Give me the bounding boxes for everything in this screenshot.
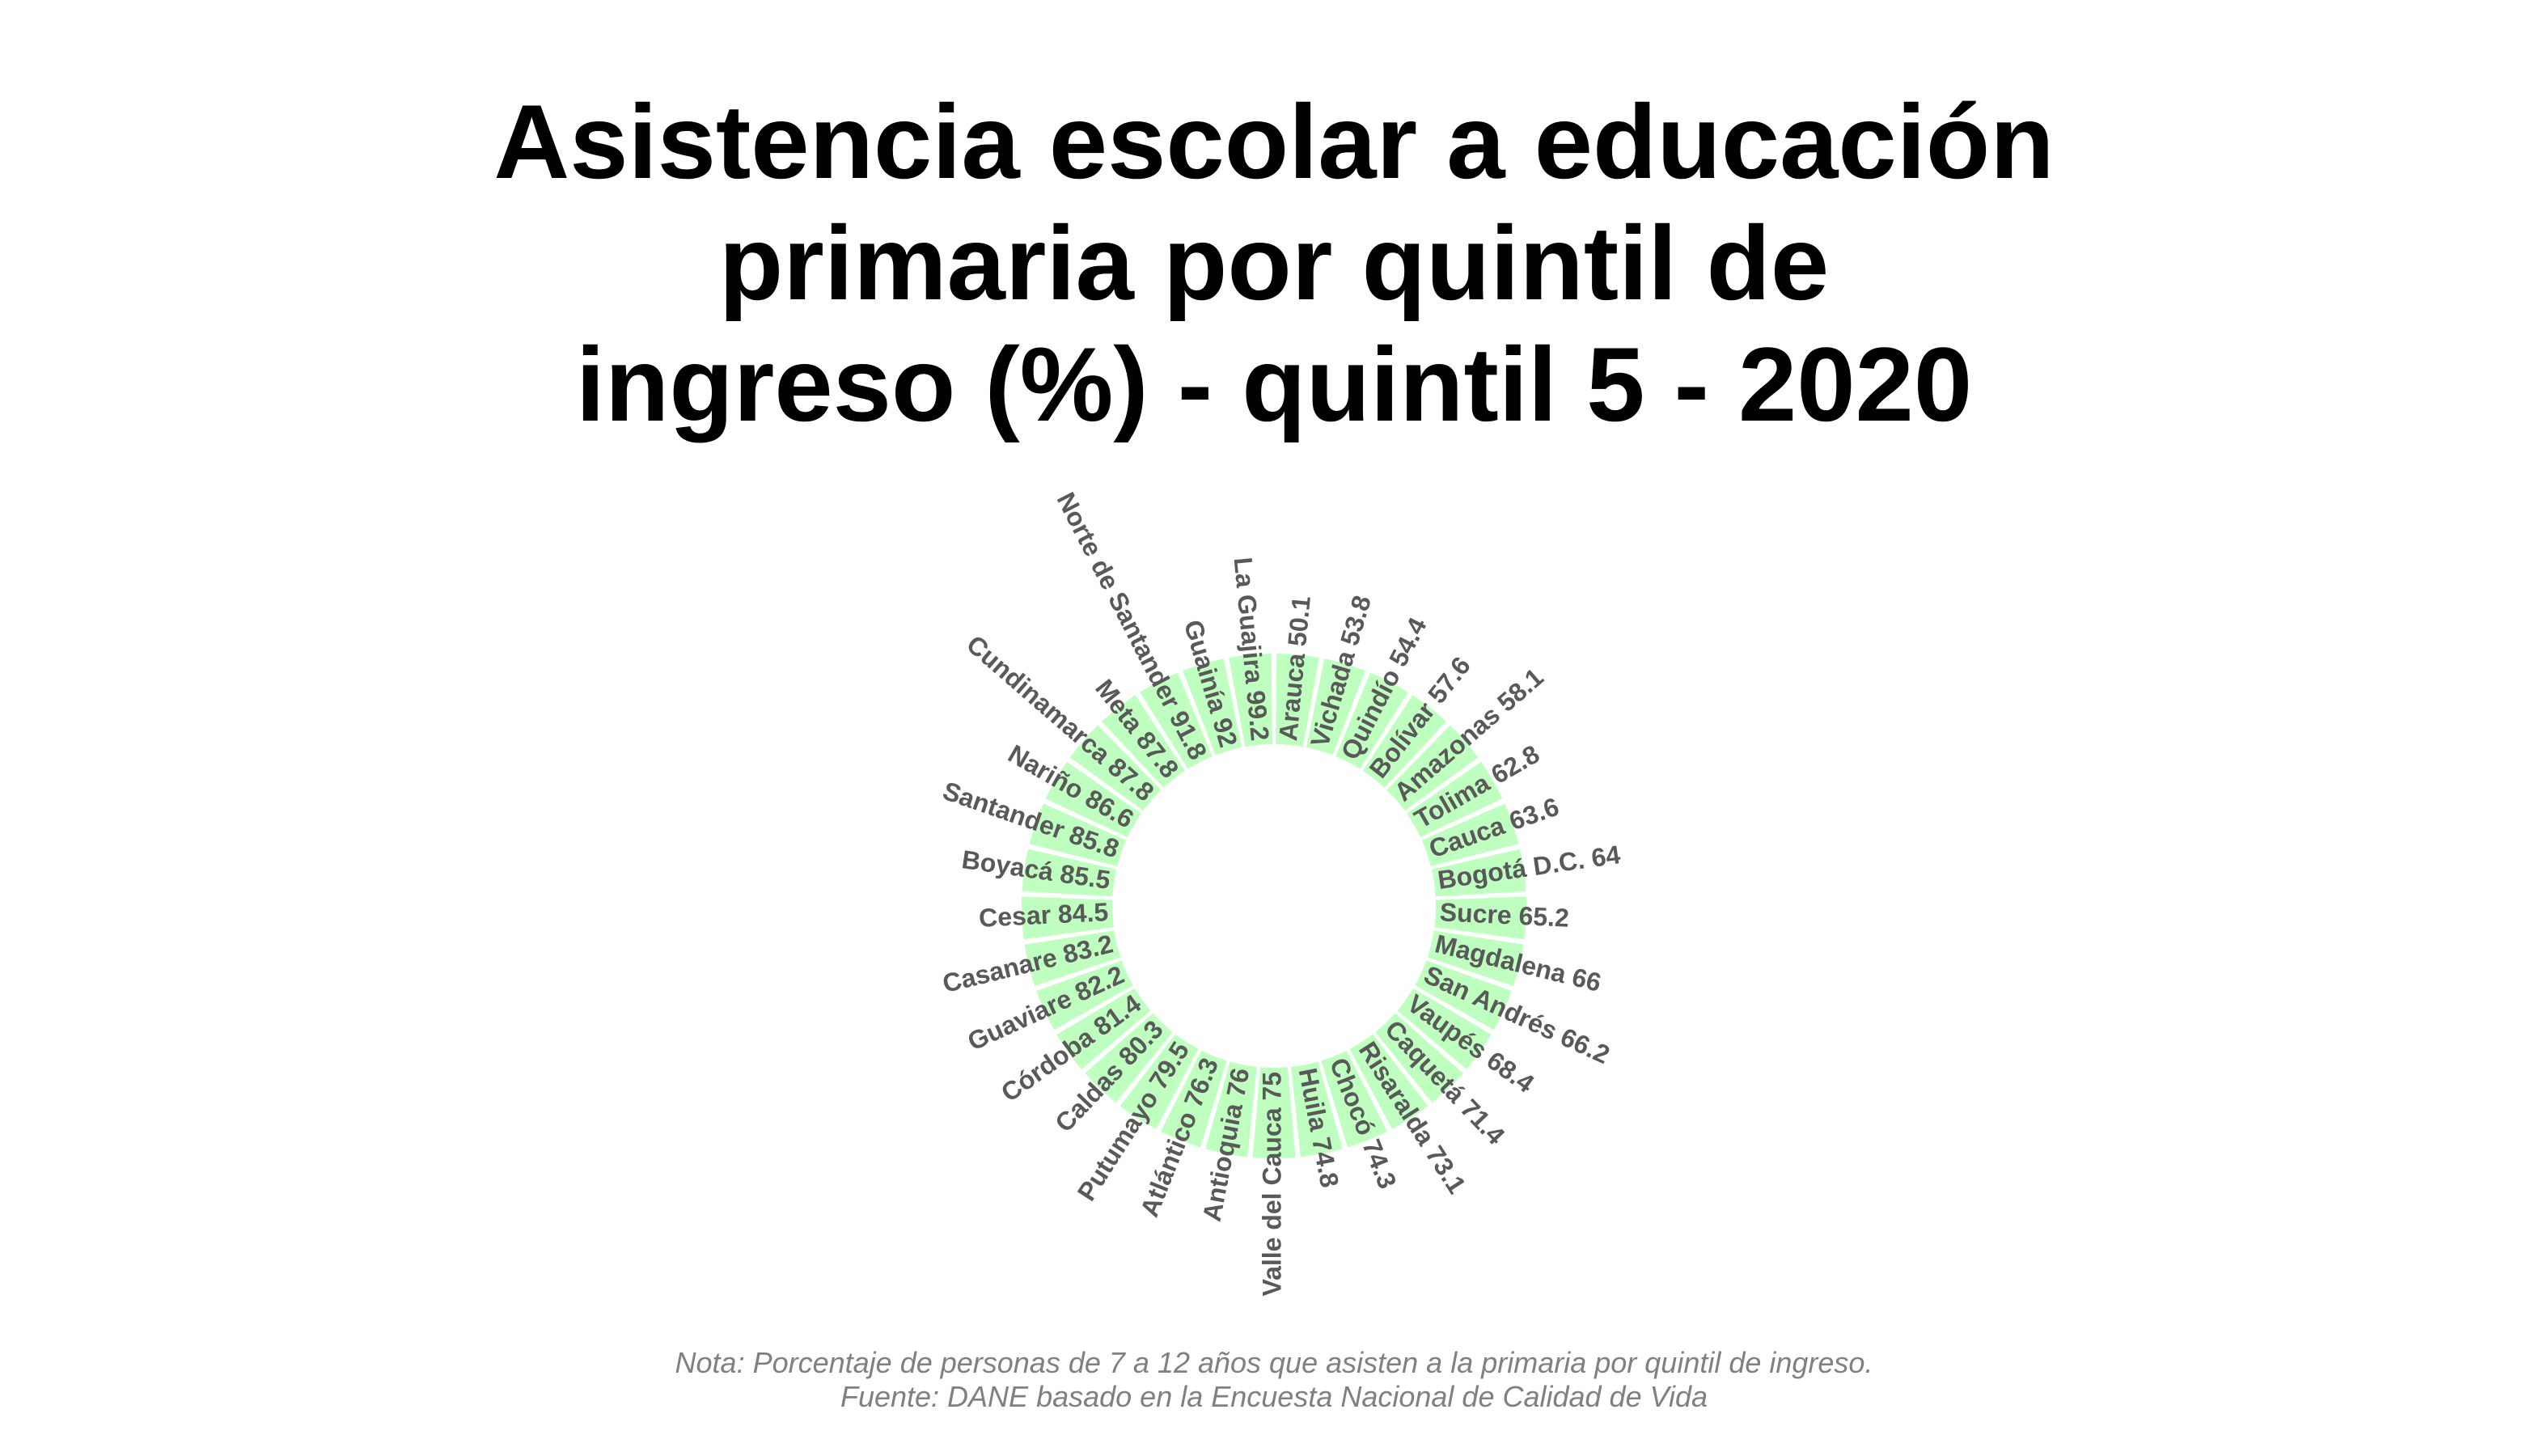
bar-sucre xyxy=(1434,896,1526,940)
bar-risaralda xyxy=(1349,1034,1428,1129)
bar-label: Valle del Cauca 75 xyxy=(1257,1072,1286,1297)
bar-caldas xyxy=(1085,1013,1173,1103)
bar-label: Cesar 84.5 xyxy=(978,897,1109,933)
bar-cundinamarca xyxy=(1069,725,1162,811)
chart-source: Fuente: DANE basado en la Encuesta Nacio… xyxy=(840,1380,1708,1413)
bar-casanare xyxy=(1024,930,1121,986)
bar-antioquia xyxy=(1205,1061,1257,1158)
bar-putumayo xyxy=(1120,1034,1199,1129)
bar-cesar xyxy=(1021,896,1114,940)
chart-title: Asistencia escolar a educación primaria … xyxy=(0,81,2548,445)
bar-amazonas xyxy=(1386,725,1479,811)
bar-caquetá xyxy=(1375,1013,1463,1103)
bar-guaviare xyxy=(1036,960,1133,1031)
bar-chocó xyxy=(1321,1050,1388,1148)
bar-nariño xyxy=(1045,761,1141,838)
chart-footer: Nota: Porcentaje de personas de 7 a 12 a… xyxy=(0,1346,2548,1414)
bar-atlántico xyxy=(1160,1050,1227,1148)
bar-valle-del-cauca xyxy=(1252,1067,1296,1158)
bar-córdoba xyxy=(1056,988,1151,1069)
chart-title-line-1: Asistencia escolar a educación xyxy=(493,83,2055,201)
bar-bogotá-d-c- xyxy=(1431,849,1526,897)
bar-norte-de-santander xyxy=(1140,672,1213,769)
chart-title-line-2: primaria por quintil de xyxy=(718,204,1830,322)
bar-vichada xyxy=(1306,658,1365,756)
bar-quindío xyxy=(1335,672,1408,769)
bar-san-andrés xyxy=(1415,960,1512,1031)
bar-santander xyxy=(1029,803,1127,866)
bar-magdalena xyxy=(1427,930,1524,986)
bar-arauca xyxy=(1276,654,1319,747)
bar-huila xyxy=(1291,1061,1343,1158)
bar-cauca xyxy=(1421,803,1519,866)
bar-group xyxy=(1021,654,1526,1158)
bar-la-guajira xyxy=(1229,654,1272,747)
bar-tolima xyxy=(1407,761,1503,838)
chart-note: Nota: Porcentaje de personas de 7 a 12 a… xyxy=(675,1346,1873,1379)
bar-boyacá xyxy=(1022,849,1117,897)
bar-vaupés xyxy=(1397,988,1492,1069)
chart-title-line-3: ingreso (%) - quintil 5 - 2020 xyxy=(575,325,1973,443)
bar-guainía xyxy=(1183,658,1242,756)
bar-meta xyxy=(1102,695,1186,788)
bar-label: Sucre 65.2 xyxy=(1439,897,1570,933)
bar-bolívar xyxy=(1362,695,1446,788)
